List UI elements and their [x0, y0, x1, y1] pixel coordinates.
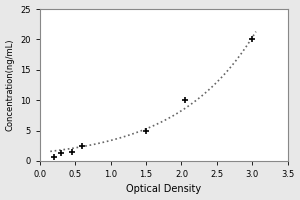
Y-axis label: Concentration(ng/mL): Concentration(ng/mL)	[6, 39, 15, 131]
X-axis label: Optical Density: Optical Density	[126, 184, 201, 194]
